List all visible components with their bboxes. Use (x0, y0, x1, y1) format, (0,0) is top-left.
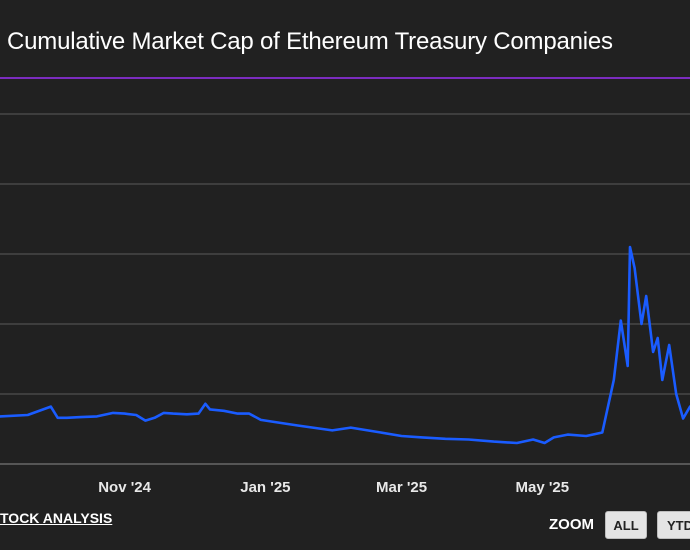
x-axis-ticks: Nov '24 Jan '25 Mar '25 May '25 (98, 479, 569, 496)
x-tick-label: Nov '24 (98, 479, 151, 496)
zoom-ytd-button[interactable]: YTD (657, 511, 690, 539)
gridlines (0, 113, 690, 465)
x-tick-label: Jan '25 (240, 479, 290, 496)
series-line (0, 245, 690, 445)
chart-title: Cumulative Market Cap of Ethereum Treasu… (7, 28, 613, 55)
zoom-label: ZOOM (549, 516, 594, 533)
x-tick-label: May '25 (516, 479, 570, 496)
title-divider (0, 77, 690, 79)
source-link[interactable]: TOCK ANALYSIS (0, 510, 113, 526)
zoom-all-button[interactable]: ALL (605, 511, 647, 539)
x-tick-label: Mar '25 (376, 479, 427, 496)
